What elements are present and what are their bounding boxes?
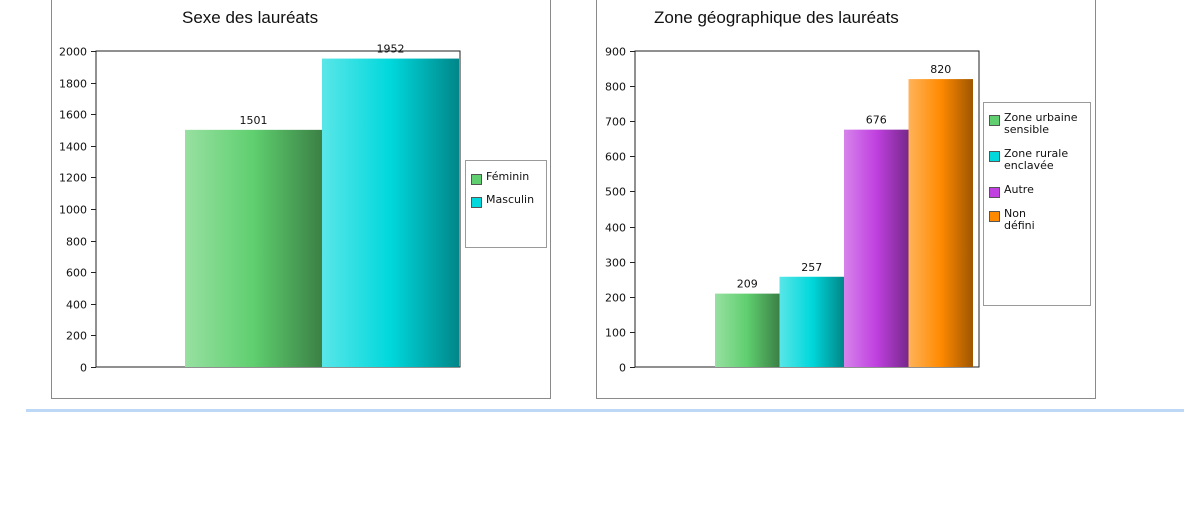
y-tick-label: 1600 [59,109,87,122]
legend-item: Non défini [989,208,1088,232]
legend-swatch [471,197,482,208]
bar [322,58,459,368]
y-tick-label: 100 [605,327,626,340]
legend-swatch [989,211,1000,222]
data-label: 676 [866,114,887,127]
y-tick-label: 1800 [59,78,87,91]
y-tick-label: 900 [605,46,626,59]
bar [185,129,322,367]
data-label: 1952 [377,43,405,56]
y-tick-label: 200 [605,292,626,305]
y-tick-label: 1000 [59,204,87,217]
legend-label: Autre [1004,183,1034,196]
data-label: 257 [801,261,822,274]
y-tick-label: 0 [619,362,626,375]
chart-panel-sexe: Sexe des lauréats 0 200 400 600 800 1000 1200 1… [51,0,551,399]
legend-item: Masculin [471,194,570,208]
legend-swatch [989,151,1000,162]
legend-swatch [989,115,1000,126]
y-tick-label: 300 [605,257,626,270]
y-tick-label: 400 [66,299,87,312]
y-tick-label: 600 [66,267,87,280]
legend-label: Féminin [486,170,530,183]
chart-panel-zone: Zone géographique des lauréats 0 100 200 30… [596,0,1096,399]
chart-title: Sexe des lauréats [182,8,319,27]
y-tick-label: 400 [605,222,626,235]
legend-label: Masculin [486,193,535,206]
bar [715,293,780,367]
y-tick-label: 500 [605,186,626,199]
data-label: 820 [930,63,951,76]
bar-chart-zone: 0 100 200 300 400 500 600 700 800 900 209 257 676 820 [605,46,980,375]
y-tick-label: 1400 [59,141,87,154]
bar [779,276,844,367]
bar-chart-sexe: 0 200 400 600 800 1000 1200 1400 1600 1800 2000 150… [59,43,461,375]
y-tick-label: 1200 [59,172,87,185]
legend-item: Zone urbaine sensible [989,112,1088,136]
legend-label: Zone rurale enclavée [1004,147,1069,172]
legend-label: Zone urbaine sensible [1004,111,1078,136]
y-tick-label: 2000 [59,46,87,59]
section-divider [26,409,1184,412]
data-label: 209 [737,278,758,291]
legend-item: Féminin [471,171,570,185]
y-tick-label: 800 [605,81,626,94]
y-tick-label: 200 [66,330,87,343]
y-tick-label: 700 [605,116,626,129]
legend-swatch [989,187,1000,198]
chart-title: Zone géographique des lauréats [654,8,899,27]
y-tick-label: 0 [80,362,87,375]
legend-label: Non défini [1004,207,1035,232]
legend-swatch [471,174,482,185]
bar [844,129,909,367]
data-label: 1501 [240,114,268,127]
legend-item: Autre [989,184,1088,198]
legend-item: Zone rurale enclavée [989,148,1088,172]
y-tick-label: 800 [66,236,87,249]
chart-legend: Féminin Masculin [465,160,547,248]
bar [908,79,973,367]
chart-legend: Zone urbaine sensible Zone rurale enclavé… [983,102,1091,306]
y-tick-label: 600 [605,151,626,164]
